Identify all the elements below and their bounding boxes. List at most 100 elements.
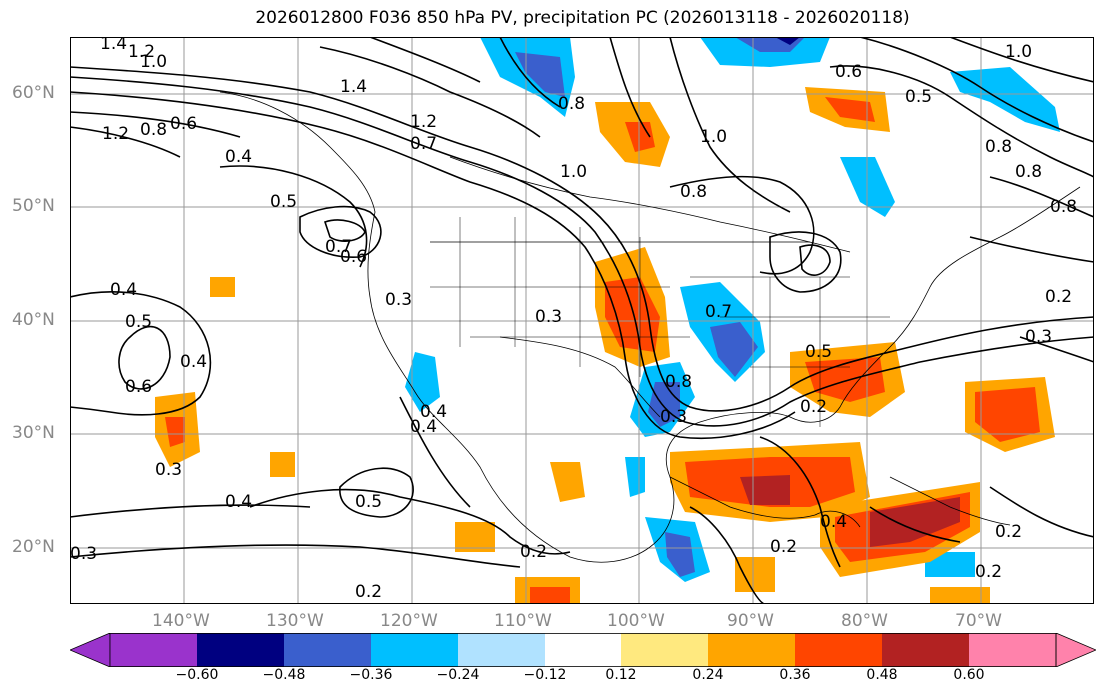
contour-label: 0.4 (180, 352, 207, 372)
lat-label-30n: 30°N (12, 423, 55, 443)
contour-label: 1.2 (102, 124, 129, 144)
contour-label: 0.2 (770, 537, 797, 557)
pos-area-mexico-pac (455, 522, 495, 552)
colorbar-frame (109, 633, 1057, 667)
colorbar-tick-label: 0.60 (953, 667, 985, 683)
graticule (70, 37, 1094, 604)
contour-label: 0.7 (705, 302, 732, 322)
colorbar-bin (545, 633, 621, 667)
pos-area-mexico (550, 462, 585, 502)
lat-label-60n: 60°N (12, 83, 55, 103)
contour-label: 0.3 (70, 544, 97, 564)
contour-label: 0.8 (1050, 197, 1077, 217)
contour-label: 0.4 (110, 280, 137, 300)
contour-label: 0.6 (835, 62, 862, 82)
contour-label: 0.3 (155, 460, 182, 480)
colorbar-tick-label: −0.24 (436, 667, 480, 683)
contour-label: 0.3 (660, 407, 687, 427)
colorbar-bin (795, 633, 882, 667)
contour-label: 0.2 (1045, 287, 1072, 307)
pos-area-colombia (735, 557, 775, 592)
lon-label-140w: 140°W (152, 611, 210, 631)
pos-area-ven (930, 587, 990, 604)
colorbar-under-arrow (70, 633, 111, 667)
contour-label: 0.3 (535, 307, 562, 327)
pos-area-pacific-small (210, 277, 235, 297)
pos-area-southeast-core (805, 357, 885, 402)
colorbar-bin (969, 633, 1056, 667)
contour-label: 0.2 (800, 397, 827, 417)
colorbar-tick-label: −0.48 (262, 667, 306, 683)
contour-label: 0.2 (975, 562, 1002, 582)
neg-area-caribbean (925, 552, 975, 577)
lat-label-20n: 20°N (12, 537, 55, 557)
neg-area-yucatan (625, 457, 645, 497)
contour-label: 0.3 (1025, 327, 1052, 347)
lon-label-130w: 130°W (266, 611, 324, 631)
colorbar-bin (110, 633, 197, 667)
contour-label: 0.6 (340, 247, 367, 267)
neg-area-baja (405, 352, 440, 412)
contour-label: 0.4 (820, 512, 847, 532)
contour-label: 0.8 (680, 182, 707, 202)
contour-label: 0.3 (385, 290, 412, 310)
contour-label: 0.7 (325, 237, 352, 257)
colorbar-bin (621, 633, 708, 667)
state-borders (430, 217, 890, 427)
contour-label: 0.5 (805, 342, 832, 362)
colorbar-tick-label: −0.60 (175, 667, 219, 683)
lon-label-70w: 70°W (955, 611, 1002, 631)
colorbar-bin (708, 633, 795, 667)
colorbar-tick-label: 0.48 (866, 667, 898, 683)
contour-label: 1.4 (340, 77, 367, 97)
contour-label: 0.8 (140, 120, 167, 140)
contour-label: 0.4 (410, 417, 437, 437)
lon-label-90w: 90°W (727, 611, 774, 631)
contour-labels: 1.4 1.2 1.0 1.2 0.8 0.6 0.4 0.5 0.7 0.6 … (70, 37, 1077, 602)
colorbar-bin (882, 633, 969, 667)
contour-label: 0.6 (170, 114, 197, 134)
map-panel: 1.4 1.2 1.0 1.2 0.8 0.6 0.4 0.5 0.7 0.6 … (70, 37, 1094, 604)
lon-label-110w: 110°W (494, 611, 552, 631)
pos-area-atlantic-core (975, 387, 1040, 442)
neg-area-midwest-core (710, 322, 758, 377)
precip-shading (155, 37, 1060, 604)
lon-label-80w: 80°W (841, 611, 888, 631)
colorbar-tick-label: 0.36 (779, 667, 811, 683)
neg-area-labrador (950, 67, 1060, 132)
contour-label: 0.5 (125, 312, 152, 332)
colorbar (70, 633, 1096, 667)
pos-area-pacific-small2 (270, 452, 295, 477)
colorbar-tick-label: −0.12 (523, 667, 567, 683)
map-frame (70, 37, 1094, 604)
contour-label: 0.4 (225, 492, 252, 512)
colorbar-bin (458, 633, 545, 667)
contour-label: 0.2 (995, 522, 1022, 542)
pos-area-plains-core (605, 277, 660, 352)
colorbar-tick-label: 0.12 (605, 667, 637, 683)
contour-label: 0.8 (985, 137, 1012, 157)
pv-contours (70, 37, 1094, 604)
neg-area-hudson-dark (775, 37, 800, 45)
contour-label: 1.0 (700, 127, 727, 147)
neg-area-mexico-gulf-core (665, 532, 695, 577)
contour-label: 0.2 (520, 542, 547, 562)
colorbar-tick-label: 0.24 (692, 667, 724, 683)
contour-label: 1.0 (1005, 42, 1032, 62)
contour-label: 0.8 (1015, 162, 1042, 182)
colorbar-bin (371, 633, 458, 667)
contour-label: 1.0 (560, 162, 587, 182)
lon-label-100w: 100°W (607, 611, 665, 631)
lat-label-40n: 40°N (12, 310, 55, 330)
colorbar-over-arrow (1055, 633, 1096, 667)
contour-label: 0.5 (905, 87, 932, 107)
contour-label: 0.8 (665, 372, 692, 392)
colorbar-bin (197, 633, 284, 667)
contour-label: 0.7 (410, 134, 437, 154)
contour-label: 0.5 (270, 192, 297, 212)
pos-area-ontario-core (625, 122, 655, 152)
pos-area-quebec-core (825, 97, 875, 122)
contour-label: 0.6 (125, 377, 152, 397)
contour-label: 1.2 (128, 42, 155, 62)
contour-label: 0.8 (558, 94, 585, 114)
